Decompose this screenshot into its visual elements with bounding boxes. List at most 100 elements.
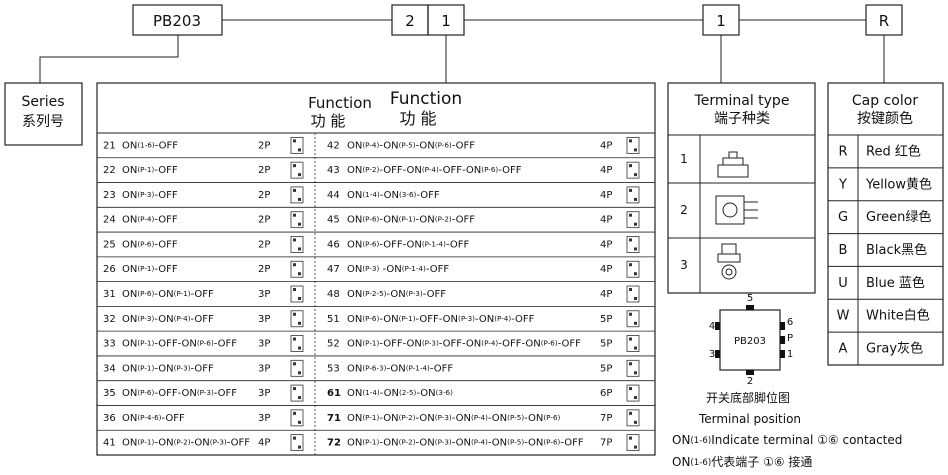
cap-code: U [838, 275, 848, 290]
pin-icon [290, 285, 304, 303]
function-code: 61 [327, 388, 341, 399]
pole-count: 2P [258, 190, 270, 201]
function-code: 48 [327, 289, 340, 300]
function-desc: ON(P-1)-OFF [122, 264, 178, 275]
function-desc: ON(P-6)-OFF-ON(P-3)-OFF [122, 388, 237, 399]
pin-icon [629, 213, 632, 217]
pin-icon [629, 312, 632, 316]
function-desc: ON(P-1)-OFF-ON(P-6)-OFF [122, 339, 237, 350]
pin-icon [629, 387, 632, 391]
cap-code: W [837, 308, 850, 323]
function-code: 32 [103, 314, 116, 325]
cap-color-name: Blue 蓝色 [866, 274, 925, 290]
pin-icon [298, 148, 301, 152]
code-box: 2 [405, 12, 415, 30]
function-header: Function [390, 89, 462, 109]
note: ON(1-6)代表端子 ①⑥ 接通 [672, 454, 812, 469]
pin-icon [298, 272, 301, 276]
function-desc: ON(1-4)-ON(2-5)-ON(3-6) [347, 388, 453, 399]
function-desc: ON(P-1)-ON(P-2)-ON(P-3)-ON(P-4)-ON(P-5)-… [347, 438, 584, 449]
pin-icon [629, 436, 632, 440]
function-desc: ON(P-6-3)-ON(P-1-4)-OFF [347, 363, 453, 374]
function-code: 71 [327, 413, 341, 424]
pin-icon [298, 371, 301, 375]
pin-icon [626, 434, 640, 452]
cap-code: B [839, 243, 848, 258]
pin-icon [290, 359, 304, 377]
pin-icon [634, 396, 637, 400]
pin-icon [626, 384, 640, 402]
pin-icon [290, 335, 304, 352]
cap-code: Y [838, 177, 847, 192]
pole-count: 4P [600, 190, 612, 201]
function-code: 43 [327, 165, 340, 176]
pin-icon [626, 285, 640, 303]
function-desc: ON(P-2)-OFF-ON(P-4)-OFF-ON(P-6)-OFF [347, 165, 522, 176]
series-zh: 系列号 [22, 114, 64, 130]
pole-count: 3P [258, 289, 270, 300]
pin-label: 6 [787, 317, 793, 328]
pin-icon [629, 337, 632, 341]
pin-icon [298, 197, 301, 201]
function-desc: ON(P-6)-OFF-ON(P-1-4)-OFF [347, 239, 469, 250]
cap-color-name: Gray灰色 [866, 340, 923, 356]
function-code: 24 [103, 215, 116, 226]
function-desc: ON(P-1)-ON(P-2)-ON(P-3)-ON(P-4)-ON(P-5)-… [347, 413, 561, 424]
pin-icon [634, 197, 637, 201]
function-desc: ON(P-6)-ON(P-1)-ON(P-2)-OFF [347, 215, 475, 226]
function-code: 25 [103, 239, 116, 250]
terminal-icons [715, 151, 758, 280]
cap-code: R [838, 144, 847, 159]
pin-icon [626, 161, 640, 179]
pin-icon [290, 260, 304, 278]
function-code: 45 [327, 215, 340, 226]
pole-count: 3P [258, 363, 270, 374]
pin-label: 5 [747, 293, 753, 304]
function-code: 34 [103, 363, 116, 374]
pole-count: 4P [600, 239, 612, 250]
terminal-type-title: Terminal type [694, 93, 790, 109]
cap-color-title: 按键颜色 [857, 110, 913, 127]
pin-icon [290, 384, 304, 402]
pin-icon [634, 371, 637, 375]
pole-count: 3P [258, 413, 270, 424]
pole-count: 4P [600, 289, 612, 300]
function-desc: ON(1-4)-ON(3-6)-OFF [347, 190, 440, 201]
pin-icon [290, 161, 304, 179]
pin-icon [293, 238, 296, 242]
pin-icon [290, 236, 304, 253]
pin-icon [634, 445, 637, 449]
pole-count: 4P [600, 264, 612, 275]
pin-icon [626, 335, 640, 352]
pin-icon [290, 211, 304, 229]
pin-icon [626, 359, 640, 377]
function-code: 52 [327, 339, 340, 350]
pole-count: 4P [258, 438, 270, 449]
pin-icon [629, 139, 632, 143]
pin-icon [634, 346, 637, 350]
pin-icon [298, 396, 301, 400]
function-desc: ON(P-4)-OFF [122, 215, 178, 226]
pin-icon [293, 337, 296, 341]
function-desc: ON(P-3)-OFF [122, 190, 178, 201]
function-desc: ON(P-1)-OFF-ON(P-3)-OFF-ON(P-4)-OFF-ON(P… [347, 339, 581, 350]
function-code: 21 [103, 140, 116, 151]
pin-label: 3 [709, 349, 715, 360]
pole-count: 6P [600, 388, 612, 399]
pin-icon [293, 436, 296, 440]
chip [715, 305, 785, 375]
note: ON(1-6)Indicate terminal ①⑥ contacted [672, 433, 902, 447]
pin-icon [634, 148, 637, 152]
pin-icon [293, 362, 296, 366]
pin-icon [298, 420, 301, 424]
pole-count: 3P [258, 339, 270, 350]
cap-color-name: Black黑色 [866, 242, 927, 258]
function-desc: ON(P-4)-ON(P-5)-ON(P-6)-OFF [347, 140, 475, 151]
pin-icon [626, 236, 640, 253]
pin-icon [293, 188, 296, 192]
cap-color-name: Red 红色 [866, 143, 921, 159]
code-box: 1 [716, 12, 726, 30]
terminal-type-code: 3 [680, 258, 688, 272]
